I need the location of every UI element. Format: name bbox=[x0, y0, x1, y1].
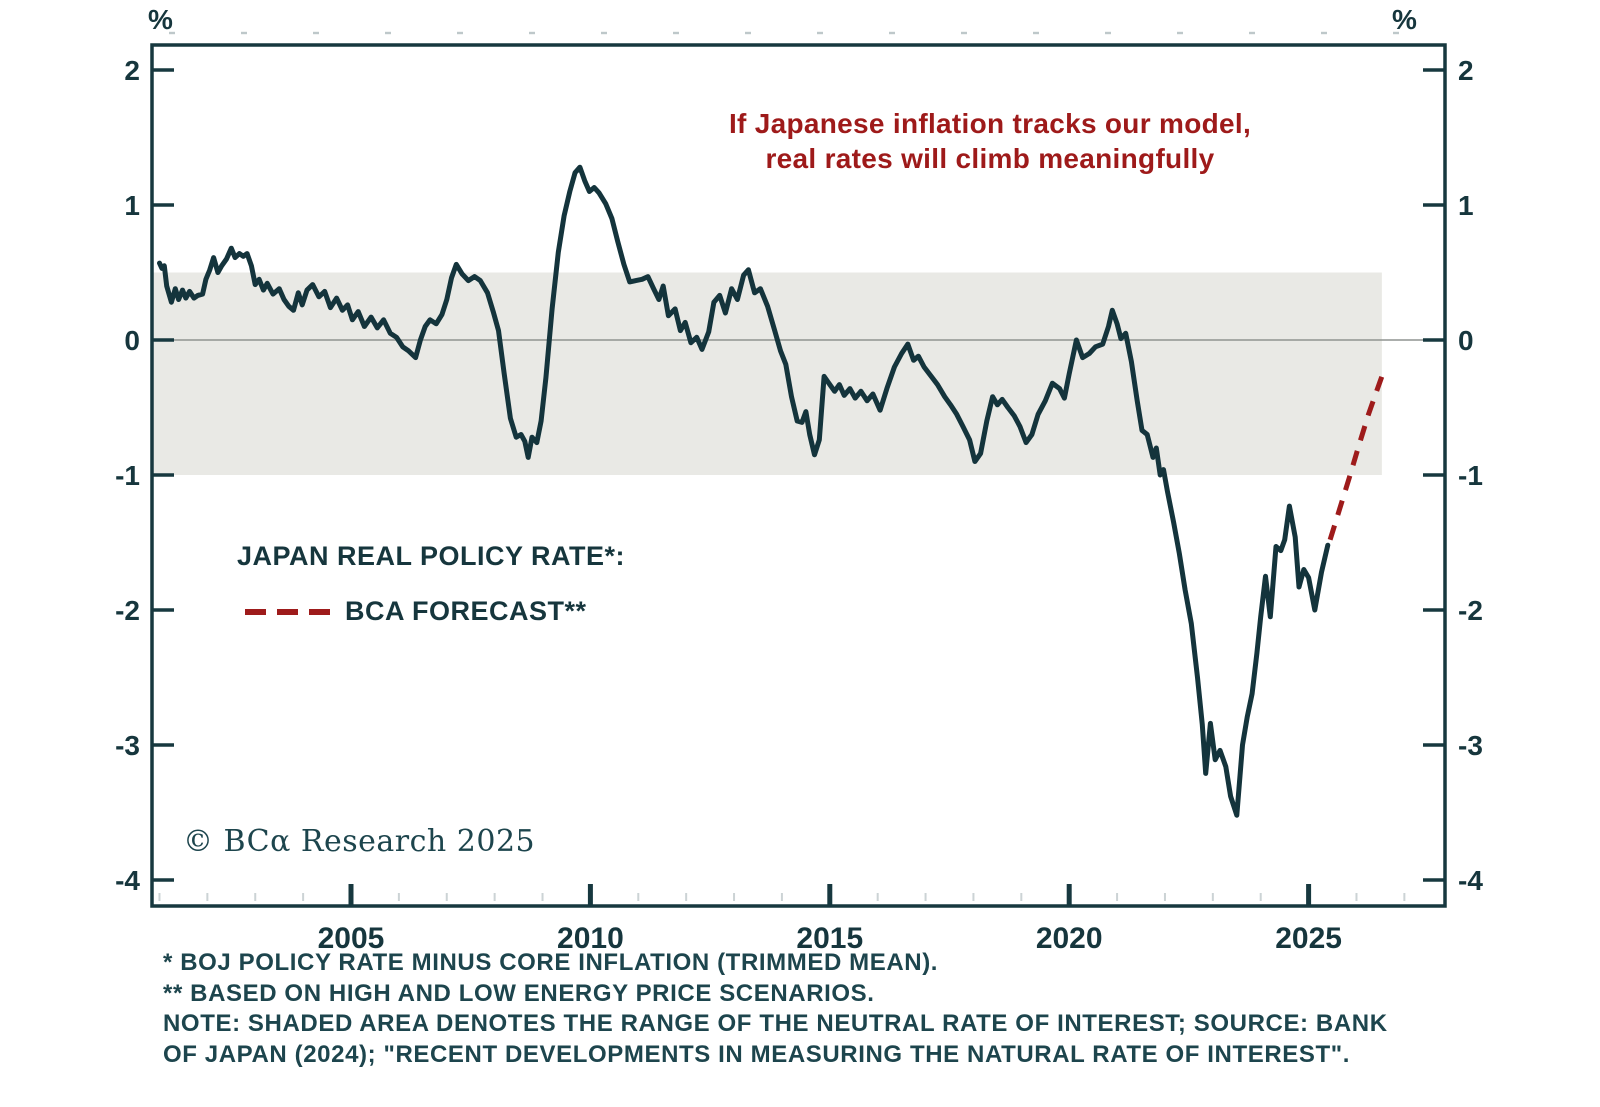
y-tick-label-left: 0 bbox=[124, 325, 140, 356]
annotation-line-1: If Japanese inflation tracks our model, bbox=[728, 108, 1252, 139]
copyright-notice: © BCα Research 2025 bbox=[183, 824, 536, 859]
y-tick-label-left: 1 bbox=[124, 190, 140, 221]
legend-forecast-label: BCA FORECAST** bbox=[345, 596, 587, 626]
y-tick-label-left: 2 bbox=[124, 55, 140, 86]
forecast-dash-swatch bbox=[245, 608, 330, 615]
x-tick-label: 2015 bbox=[796, 922, 863, 955]
forecast-series-line bbox=[1327, 375, 1385, 541]
y-tick-label-right: -1 bbox=[1458, 460, 1483, 491]
actual-series-line bbox=[157, 164, 1331, 818]
chart-legend: JAPAN REAL POLICY RATE*: BCA FORECAST** bbox=[237, 541, 625, 627]
x-tick-label: 2010 bbox=[557, 922, 624, 955]
legend-forecast-row: BCA FORECAST** bbox=[245, 596, 625, 627]
footnotes: * BOJ POLICY RATE MINUS CORE INFLATION (… bbox=[163, 948, 1523, 1070]
legend-actual-label: JAPAN REAL POLICY RATE*: bbox=[237, 541, 626, 571]
y-axis-unit-right: % bbox=[1392, 4, 1417, 35]
y-tick-label-right: 2 bbox=[1458, 55, 1474, 86]
annotation-line-2: real rates will climb meaningfully bbox=[765, 143, 1215, 174]
footnote-line-3: NOTE: SHADED AREA DENOTES THE RANGE OF T… bbox=[163, 1010, 1388, 1037]
y-tick-label-right: -2 bbox=[1458, 595, 1483, 626]
x-tick-label: 2005 bbox=[318, 922, 385, 955]
y-tick-label-left: -2 bbox=[115, 595, 140, 626]
y-tick-label-left: -3 bbox=[115, 730, 140, 761]
x-tick-label: 2025 bbox=[1275, 922, 1342, 955]
axis-frame bbox=[150, 43, 1447, 908]
x-tick-label: 2020 bbox=[1036, 922, 1103, 955]
y-tick-label-right: 1 bbox=[1458, 190, 1474, 221]
y-tick-label-right: 0 bbox=[1458, 325, 1474, 356]
y-tick-label-right: -4 bbox=[1458, 865, 1483, 896]
footnote-line-2: ** BASED ON HIGH AND LOW ENERGY PRICE SC… bbox=[163, 979, 875, 1007]
y-axis-unit-left: % bbox=[148, 4, 173, 35]
y-tick-label-right: -3 bbox=[1458, 730, 1483, 761]
y-tick-label-left: -1 bbox=[115, 460, 140, 491]
footnote-line-1: * BOJ POLICY RATE MINUS CORE INFLATION (… bbox=[163, 949, 939, 976]
chart-annotation: If Japanese inflation tracks our model, … bbox=[640, 106, 1340, 176]
footnote-line-4: OF JAPAN (2024); "RECENT DEVELOPMENTS IN… bbox=[163, 1040, 1350, 1068]
y-tick-label-left: -4 bbox=[115, 865, 140, 896]
